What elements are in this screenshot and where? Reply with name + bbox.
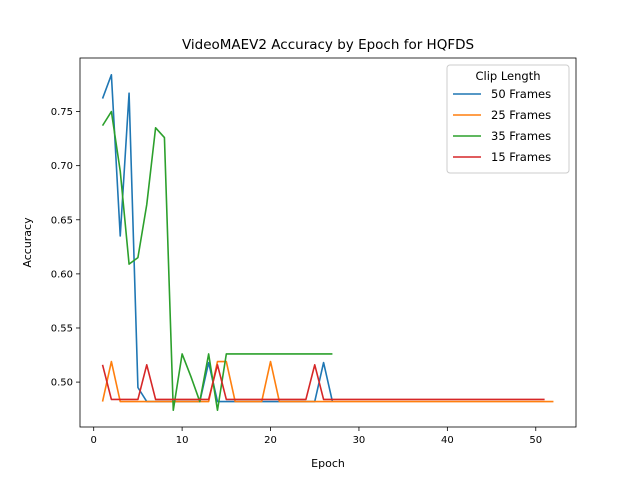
legend-label: 25 Frames [491,108,551,122]
x-tick-label: 40 [441,435,454,446]
x-tick-label: 10 [176,435,189,446]
x-tick-label: 50 [529,435,542,446]
legend: Clip Length 50 Frames 25 Frames 35 Frames 1… [446,64,570,174]
plot-area [101,73,554,412]
legend-title: Clip Length [475,69,540,83]
axes-frame [79,57,577,428]
legend-label: 35 Frames [491,129,551,143]
chart-title: VideoMAEV2 Accuracy by Epoch for HQFDS [182,37,474,53]
x-tick-label: 30 [353,435,366,446]
y-axis-label: Accuracy [21,217,34,268]
x-axis: 0 10 20 30 40 50 [91,427,542,446]
y-tick-label: 0.55 [51,323,73,334]
x-axis-label: Epoch [311,457,345,470]
series-line-4 [101,363,545,401]
y-tick-label: 0.60 [51,269,73,280]
legend-label: 15 Frames [491,150,551,164]
x-tick-label: 20 [264,435,277,446]
series-line-2 [101,360,554,403]
legend-label: 50 Frames [491,87,551,101]
series-line-3 [101,110,333,412]
y-tick-label: 0.65 [51,215,73,226]
y-tick-label: 0.75 [51,107,73,118]
legend-box [446,64,570,174]
y-axis: 0.50 0.55 0.60 0.65 0.70 0.75 [51,107,80,389]
y-tick-label: 0.50 [51,378,73,389]
x-tick-label: 0 [91,435,97,446]
y-tick-label: 0.70 [51,161,73,172]
